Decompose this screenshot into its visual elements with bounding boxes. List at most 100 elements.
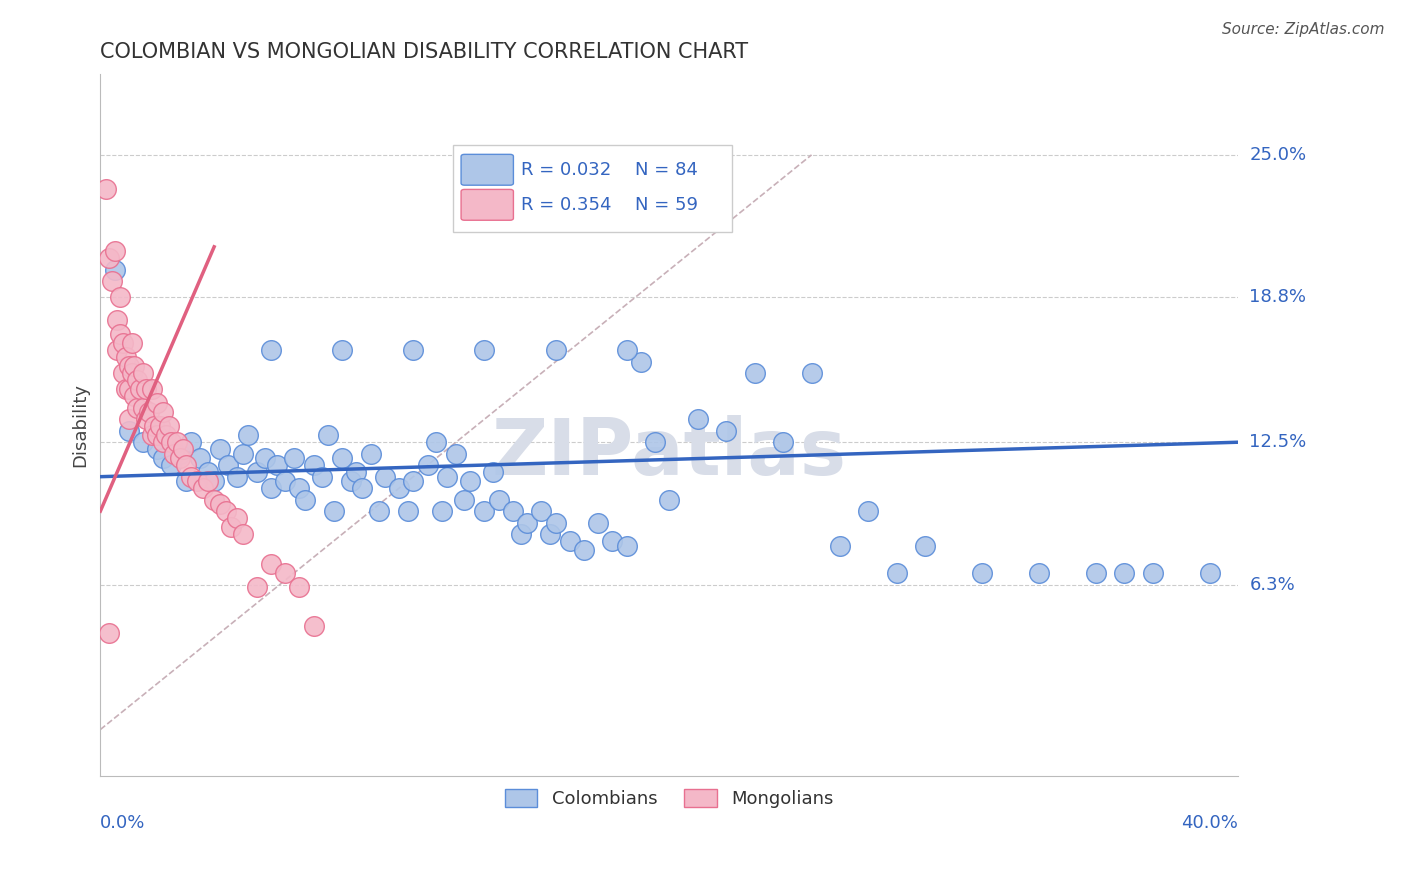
Point xyxy=(169,451,191,466)
Text: N = 59: N = 59 xyxy=(636,196,699,214)
Point xyxy=(169,447,191,461)
Point xyxy=(544,343,567,358)
Point xyxy=(374,469,396,483)
Point xyxy=(1114,566,1136,581)
Point xyxy=(616,343,638,358)
Point xyxy=(288,580,311,594)
Point xyxy=(886,566,908,581)
Point xyxy=(238,428,260,442)
Point xyxy=(219,520,242,534)
Text: 18.8%: 18.8% xyxy=(1250,288,1306,306)
Point xyxy=(458,475,481,489)
Point xyxy=(208,497,231,511)
Point xyxy=(246,465,269,479)
Point xyxy=(166,435,188,450)
Point xyxy=(344,465,367,479)
Point xyxy=(214,504,236,518)
Point xyxy=(146,428,169,442)
Point xyxy=(630,355,652,369)
Point xyxy=(107,313,129,327)
Point xyxy=(430,504,453,518)
Point xyxy=(121,366,143,380)
Point xyxy=(311,469,333,483)
Point xyxy=(416,458,439,473)
Point xyxy=(115,382,138,396)
Point xyxy=(157,419,180,434)
Point xyxy=(716,424,738,438)
Point xyxy=(180,469,202,483)
Point xyxy=(208,442,231,456)
Point xyxy=(260,557,283,571)
Point xyxy=(110,290,132,304)
Point xyxy=(118,424,141,438)
Point xyxy=(644,435,666,450)
Point xyxy=(858,504,880,518)
Point xyxy=(163,447,186,461)
Point xyxy=(232,447,254,461)
Point xyxy=(174,475,197,489)
Point xyxy=(302,458,325,473)
Point xyxy=(396,504,419,518)
Point xyxy=(124,389,146,403)
Point xyxy=(686,412,709,426)
Point xyxy=(516,516,538,530)
Point xyxy=(127,373,149,387)
Point xyxy=(972,566,994,581)
Point xyxy=(266,458,288,473)
Point xyxy=(828,539,851,553)
Point xyxy=(352,481,374,495)
Point xyxy=(202,475,225,489)
Point xyxy=(502,504,524,518)
Point xyxy=(152,435,174,450)
Point xyxy=(530,504,553,518)
Point xyxy=(368,504,391,518)
Point xyxy=(544,516,567,530)
Point xyxy=(225,511,247,525)
Point xyxy=(132,435,155,450)
Text: 6.3%: 6.3% xyxy=(1250,575,1295,594)
Point xyxy=(474,343,496,358)
Point xyxy=(330,451,353,466)
Point xyxy=(132,401,155,415)
Point xyxy=(202,492,225,507)
Point xyxy=(402,475,425,489)
Point xyxy=(103,262,125,277)
Text: ZIPatlas: ZIPatlas xyxy=(492,415,846,491)
Point xyxy=(658,492,681,507)
Point xyxy=(482,465,505,479)
Point xyxy=(121,336,143,351)
Point xyxy=(402,343,425,358)
Point xyxy=(1085,566,1108,581)
Point xyxy=(186,475,208,489)
Point xyxy=(288,481,311,495)
Point xyxy=(160,458,183,473)
Point xyxy=(152,451,174,466)
Point xyxy=(112,336,135,351)
Point xyxy=(118,412,141,426)
Point xyxy=(127,401,149,415)
Point xyxy=(115,350,138,364)
Text: 25.0%: 25.0% xyxy=(1250,146,1306,164)
Point xyxy=(254,451,277,466)
Point xyxy=(360,447,382,461)
Point xyxy=(558,534,581,549)
Point xyxy=(129,382,152,396)
Text: N = 84: N = 84 xyxy=(636,161,697,178)
Point xyxy=(572,543,595,558)
Point xyxy=(425,435,447,450)
Text: 12.5%: 12.5% xyxy=(1250,434,1306,451)
Point xyxy=(191,481,214,495)
Point xyxy=(586,516,609,530)
Text: 0.0%: 0.0% xyxy=(100,814,146,832)
Point xyxy=(188,451,211,466)
Point xyxy=(146,396,169,410)
Point xyxy=(97,626,120,640)
Point xyxy=(135,382,157,396)
Point xyxy=(436,469,458,483)
Point xyxy=(1198,566,1220,581)
Point xyxy=(112,366,135,380)
FancyBboxPatch shape xyxy=(461,154,513,186)
Point xyxy=(118,382,141,396)
Point xyxy=(180,435,202,450)
Point xyxy=(155,428,177,442)
